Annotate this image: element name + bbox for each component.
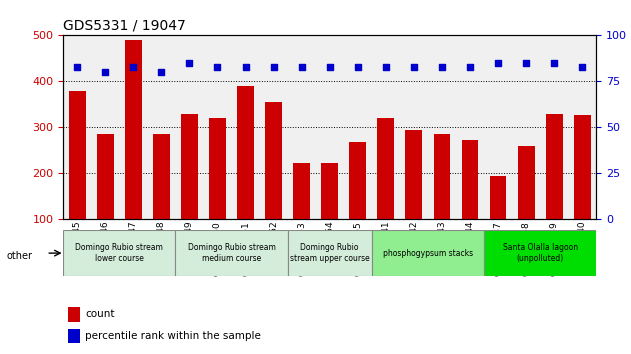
FancyBboxPatch shape	[484, 230, 596, 276]
Point	[100, 69, 110, 75]
Point	[380, 64, 391, 69]
Point	[577, 64, 587, 69]
Bar	[265, 102, 282, 266]
Bar	[68, 307, 80, 321]
Point	[128, 64, 138, 69]
Text: Domingo Rubio stream
lower course: Domingo Rubio stream lower course	[75, 244, 163, 263]
Bar	[125, 40, 142, 266]
Bar	[68, 329, 80, 343]
Text: percentile rank within the sample: percentile rank within the sample	[85, 331, 261, 341]
Bar	[153, 134, 170, 266]
Bar	[97, 134, 114, 266]
Bar	[462, 140, 478, 266]
FancyBboxPatch shape	[63, 230, 175, 276]
Text: Domingo Rubio
stream upper course: Domingo Rubio stream upper course	[290, 244, 370, 263]
Point	[521, 60, 531, 66]
Bar	[321, 163, 338, 266]
Bar	[490, 176, 507, 266]
Bar	[350, 142, 366, 266]
FancyBboxPatch shape	[288, 230, 372, 276]
FancyBboxPatch shape	[175, 230, 288, 276]
Point	[269, 64, 279, 69]
Bar	[433, 134, 451, 266]
Text: phosphogypsum stacks: phosphogypsum stacks	[383, 249, 473, 258]
Text: other: other	[6, 251, 32, 261]
Text: count: count	[85, 309, 115, 319]
Point	[493, 60, 503, 66]
Bar	[546, 114, 563, 266]
Bar	[293, 163, 310, 266]
Point	[184, 60, 194, 66]
Bar	[377, 118, 394, 266]
Bar	[574, 115, 591, 266]
Point	[437, 64, 447, 69]
Point	[72, 64, 82, 69]
Bar	[209, 118, 226, 266]
Point	[353, 64, 363, 69]
Point	[297, 64, 307, 69]
Point	[213, 64, 223, 69]
Point	[409, 64, 419, 69]
Text: Domingo Rubio stream
medium course: Domingo Rubio stream medium course	[187, 244, 275, 263]
Bar	[181, 114, 198, 266]
Point	[549, 60, 559, 66]
Point	[324, 64, 334, 69]
Point	[240, 64, 251, 69]
Text: Santa Olalla lagoon
(unpolluted): Santa Olalla lagoon (unpolluted)	[503, 244, 578, 263]
Bar	[517, 146, 534, 266]
FancyBboxPatch shape	[372, 230, 484, 276]
Text: GDS5331 / 19047: GDS5331 / 19047	[63, 19, 186, 33]
Bar	[69, 91, 86, 266]
Point	[465, 64, 475, 69]
Bar	[406, 130, 422, 266]
Bar	[237, 86, 254, 266]
Point	[156, 69, 167, 75]
